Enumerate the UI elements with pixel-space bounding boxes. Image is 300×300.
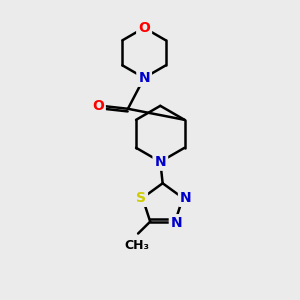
Text: N: N	[180, 191, 192, 205]
Text: N: N	[171, 216, 182, 230]
Text: S: S	[136, 191, 146, 205]
Text: N: N	[154, 155, 166, 169]
Text: O: O	[138, 21, 150, 35]
Text: O: O	[92, 99, 104, 113]
Text: CH₃: CH₃	[124, 239, 149, 252]
Text: N: N	[138, 71, 150, 85]
